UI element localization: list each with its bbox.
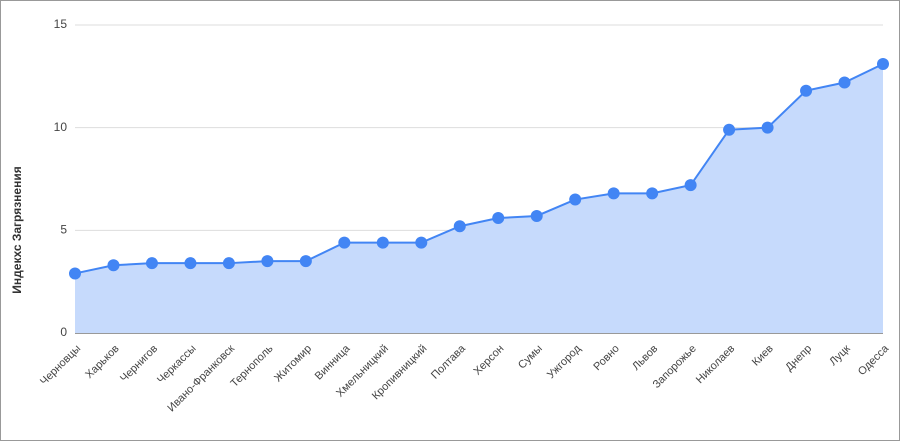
point: [261, 255, 274, 268]
x-tick-label: Днепр: [783, 343, 814, 374]
point: [376, 236, 389, 249]
point: [492, 212, 505, 225]
y-tick-label: 5: [60, 223, 67, 237]
y-tick-label: 10: [54, 120, 68, 134]
x-tick-label: Киев: [750, 343, 776, 369]
point: [338, 236, 351, 249]
point: [530, 209, 543, 222]
point: [107, 259, 120, 272]
point: [415, 236, 428, 249]
x-tick-label: Одесса: [856, 342, 892, 378]
area: [75, 64, 883, 333]
x-tick-label: Черновцы: [38, 343, 83, 388]
y-axis-title: Индекхс Загрязнения: [10, 166, 24, 293]
y-tick-label: 0: [60, 325, 67, 339]
x-tick-label: Сумы: [516, 343, 545, 372]
x-tick-label: Львов: [630, 343, 660, 373]
y-tick-label: 15: [54, 17, 68, 31]
point: [145, 257, 158, 270]
point: [877, 58, 889, 71]
point: [453, 220, 466, 233]
point: [723, 123, 736, 136]
x-tick-label: Луцк: [827, 343, 853, 369]
point: [607, 187, 620, 200]
x-tick-label: Полтава: [429, 342, 469, 382]
point: [569, 193, 582, 206]
point: [69, 267, 81, 280]
point: [800, 84, 813, 97]
point: [684, 179, 697, 192]
x-tick-label: Чернигов: [118, 343, 160, 385]
line: [74, 63, 884, 275]
point: [299, 255, 312, 268]
x-tick-label: Тернополь: [229, 343, 276, 390]
point: [838, 76, 851, 89]
x-tick-label: Ровно: [591, 343, 621, 373]
x-tick-label: Ужгород: [545, 342, 584, 381]
x-tick-label: Харьков: [83, 343, 121, 381]
point: [184, 257, 197, 270]
x-tick-label: Николаев: [694, 343, 738, 387]
x-tick-label: Херсон: [471, 343, 506, 378]
x-tick-label: Ивано-Франковск: [165, 343, 237, 415]
point: [646, 187, 659, 200]
x-tick-label: Житомир: [272, 343, 314, 385]
point: [761, 121, 774, 134]
x-tick-label: Винница: [313, 342, 353, 382]
point: [222, 257, 235, 270]
